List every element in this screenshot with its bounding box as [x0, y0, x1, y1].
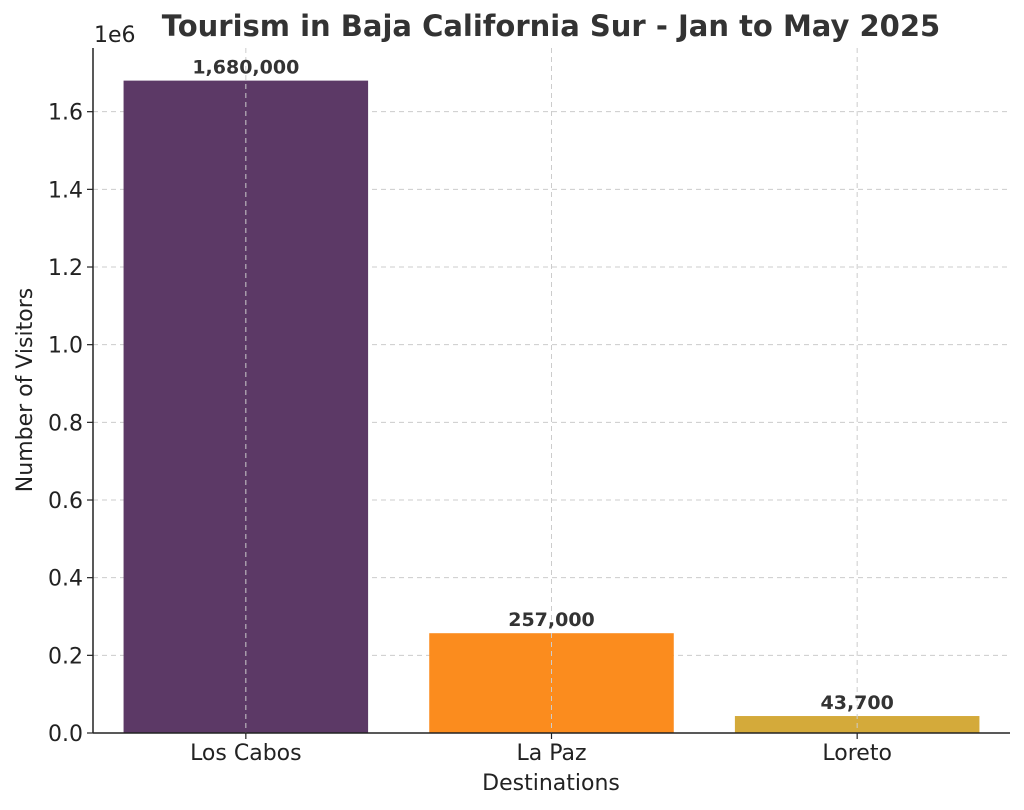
y-tick-label: 1.6 — [48, 101, 83, 126]
y-tick-label: 1.4 — [48, 178, 83, 203]
y-tick-label: 0.8 — [48, 411, 83, 436]
x-axis-label: Destinations — [482, 771, 620, 796]
data-label: 1,680,000 — [192, 57, 299, 79]
y-tick-label: 0.0 — [48, 722, 83, 747]
x-tick-label: Los Cabos — [190, 741, 302, 766]
y-axis-label: Number of Visitors — [13, 288, 38, 492]
y-offset-label: 1e6 — [94, 23, 136, 48]
x-tick-label: La Paz — [516, 741, 586, 766]
chart-title: Tourism in Baja California Sur - Jan to … — [162, 9, 940, 43]
y-tick-label: 0.6 — [48, 489, 83, 514]
data-label: 43,700 — [821, 692, 894, 714]
y-tick-label: 0.2 — [48, 644, 83, 669]
axes — [87, 48, 1010, 739]
y-tick-label: 1.2 — [48, 256, 83, 281]
x-tick-label: Loreto — [822, 741, 892, 766]
y-tick-label: 0.4 — [48, 567, 83, 592]
labels: 0.0 0.2 0.4 0.6 0.8 1.0 1.2 1.4 1.6 Los Cabos La P… — [48, 57, 894, 766]
y-tick-label: 1.0 — [48, 334, 83, 359]
data-label: 257,000 — [508, 609, 595, 631]
